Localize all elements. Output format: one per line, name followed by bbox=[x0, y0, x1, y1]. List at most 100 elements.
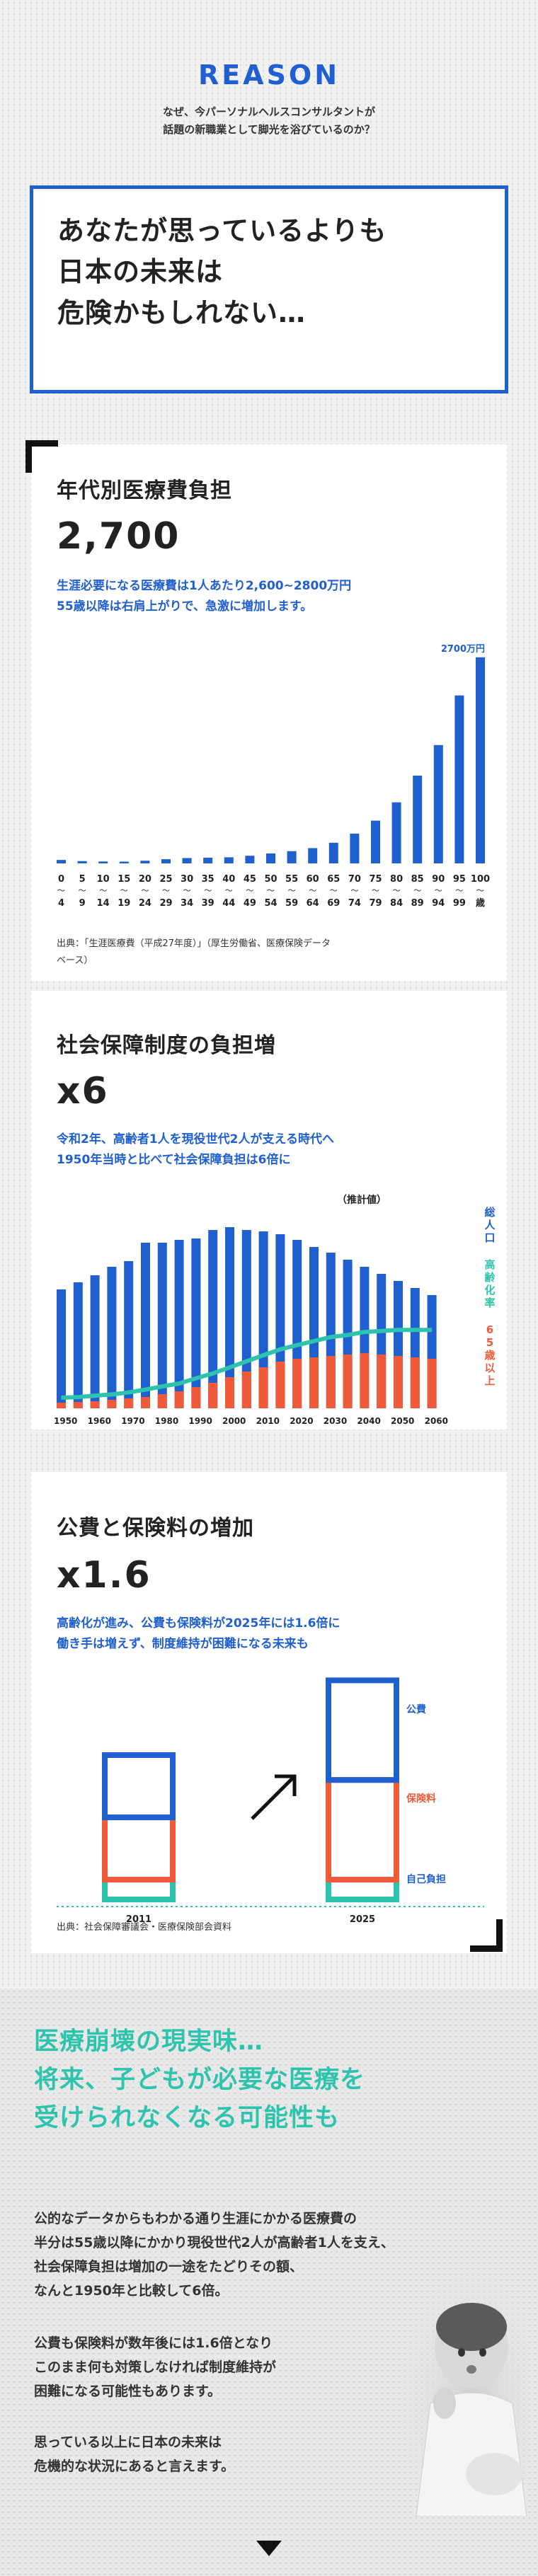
hero-line: 危険かもしれない… bbox=[57, 297, 307, 328]
legend-label-char: 高 bbox=[484, 1258, 495, 1271]
para-line: 困難になる可能性もあります。 bbox=[34, 2384, 222, 2399]
bar bbox=[161, 859, 171, 863]
subtitle-line: なぜ、今パーソナルヘルスコンサルタントが bbox=[162, 105, 375, 118]
tick-separator: 〜 bbox=[141, 886, 149, 895]
hero-box: あなたが思っているよりも 日本の未来は 危険かもしれない… bbox=[30, 185, 508, 393]
bar-segment bbox=[102, 1815, 176, 1882]
legend-label-char: 歳 bbox=[484, 1349, 495, 1362]
tick-label: 74 bbox=[348, 898, 361, 909]
chart-medical-cost-by-age: 0〜45〜910〜1415〜1920〜2425〜2930〜3435〜3940〜4… bbox=[57, 644, 490, 909]
subtitle-line: 話題の新職業として脚光を浴びているのか？ bbox=[163, 123, 375, 136]
legend-label: 自己負担 bbox=[406, 1873, 446, 1885]
bar-65-plus bbox=[208, 1383, 218, 1408]
bar-65-plus bbox=[57, 1403, 66, 1408]
para-line: 公的なデータからもわかる通り生涯にかかる医療費の bbox=[34, 2211, 357, 2226]
legend-label-char: 人 bbox=[484, 1219, 496, 1231]
legend-label-char: 総 bbox=[484, 1206, 495, 1219]
tick-label: 89 bbox=[411, 898, 424, 909]
tick-separator: 〜 bbox=[455, 886, 463, 895]
para-line: なんと1950年と比較して6倍。 bbox=[34, 2283, 229, 2299]
bar bbox=[328, 842, 338, 863]
bar-65-plus bbox=[124, 1398, 134, 1408]
tick-separator: 〜 bbox=[435, 886, 442, 895]
bar-segment bbox=[102, 1752, 176, 1820]
desc-line: 令和2年、高齢者1人を現役世代2人が支える時代へ bbox=[57, 1132, 334, 1146]
annotation: （推計値） bbox=[337, 1194, 387, 1206]
bar bbox=[413, 775, 423, 863]
legend-label-char: 率 bbox=[484, 1296, 495, 1309]
tick-label: 2025 bbox=[350, 1914, 375, 1925]
tick-separator: 〜 bbox=[476, 886, 484, 895]
source-line: ベース） bbox=[57, 955, 93, 966]
tick-separator: 〜 bbox=[57, 886, 65, 895]
bar bbox=[245, 856, 255, 863]
card-big-number: x1.6 bbox=[57, 1554, 151, 1597]
bar-segment bbox=[102, 1877, 176, 1902]
bar-65-plus bbox=[241, 1372, 251, 1408]
line-aging-rate bbox=[61, 1328, 433, 1400]
tick-label: 歳 bbox=[476, 897, 485, 909]
legend-label: 公費 bbox=[406, 1703, 426, 1715]
tick-label: 2040 bbox=[357, 1416, 380, 1426]
bar-total-population bbox=[124, 1261, 134, 1408]
bar bbox=[287, 851, 297, 863]
tick-separator: 〜 bbox=[120, 886, 128, 895]
bar-65-plus bbox=[141, 1397, 150, 1408]
heading-line: 医療崩壊の現実味… bbox=[34, 2028, 264, 2056]
bar bbox=[98, 861, 108, 863]
bar bbox=[182, 858, 192, 863]
bar bbox=[224, 857, 234, 863]
tick-label: 1970 bbox=[121, 1416, 144, 1426]
scroll-down-arrow-icon bbox=[256, 2541, 282, 2556]
bar bbox=[391, 802, 401, 863]
bar-65-plus bbox=[377, 1355, 387, 1408]
tick-label: 10 bbox=[97, 874, 110, 885]
bar-65-plus bbox=[73, 1402, 83, 1408]
tick-label: 34 bbox=[181, 898, 193, 909]
tick-label: 59 bbox=[285, 898, 298, 909]
tick-label: 1960 bbox=[88, 1416, 111, 1426]
bar-total-population bbox=[258, 1231, 268, 1408]
tick-label: 2010 bbox=[256, 1416, 280, 1426]
bar-total-population bbox=[107, 1267, 117, 1408]
conclusion-heading: 医療崩壊の現実味… 将来、子どもが必要な医療を 受けられなくなる可能性も bbox=[34, 2023, 365, 2137]
bar-total-population bbox=[208, 1230, 218, 1408]
card-medical-cost: 年代別医療費負担 2,700 生涯必要になる医療費は1人あたり2,600~280… bbox=[31, 444, 507, 981]
tick-separator: 〜 bbox=[99, 886, 107, 895]
data-label: 2700万円 bbox=[441, 644, 485, 655]
bar-65-plus bbox=[174, 1391, 184, 1408]
tick-label: 9 bbox=[79, 898, 86, 909]
legend-label-char: 以 bbox=[484, 1362, 495, 1374]
tick-label: 84 bbox=[390, 898, 403, 909]
tick-label: 2060 bbox=[425, 1416, 448, 1426]
desc-line: 働き手は増えず、制度維持が困難になる未来も bbox=[57, 1637, 309, 1651]
tick-label: 99 bbox=[453, 898, 466, 909]
tick-label: 29 bbox=[159, 898, 172, 909]
card-title: 公費と保険料の増加 bbox=[57, 1516, 254, 1541]
legend-label-char: 化 bbox=[484, 1284, 495, 1296]
para-line: 社会保障負担は増加の一途をたどりその額、 bbox=[34, 2259, 304, 2275]
bar-65-plus bbox=[191, 1387, 201, 1408]
bar-65-plus bbox=[107, 1400, 117, 1408]
legend-label-char: 上 bbox=[484, 1374, 495, 1387]
bar-65-plus bbox=[360, 1353, 370, 1408]
card-public-funding: 公費と保険料の増加 x1.6 高齢化が進み、公費も保険料が2025年には1.6倍… bbox=[31, 1472, 507, 1953]
bar bbox=[77, 861, 87, 863]
bar-65-plus bbox=[275, 1362, 285, 1408]
tick-label: 30 bbox=[181, 874, 193, 885]
bar bbox=[266, 853, 275, 863]
legend-label-char: 6 bbox=[486, 1323, 493, 1336]
tick-label: 0 bbox=[58, 874, 64, 885]
tick-label: 2000 bbox=[222, 1416, 246, 1426]
bar bbox=[454, 695, 464, 863]
bar bbox=[308, 848, 318, 863]
bar-total-population bbox=[57, 1289, 66, 1408]
bar bbox=[433, 744, 443, 863]
legend-label-char: 齢 bbox=[484, 1271, 496, 1284]
tick-label: 64 bbox=[307, 898, 319, 909]
tick-label: 50 bbox=[264, 874, 277, 885]
card-title: 社会保障制度の負担増 bbox=[57, 1033, 276, 1058]
tick-label: 70 bbox=[348, 874, 361, 885]
bar-65-plus bbox=[292, 1359, 302, 1408]
tick-label: 79 bbox=[369, 898, 382, 909]
